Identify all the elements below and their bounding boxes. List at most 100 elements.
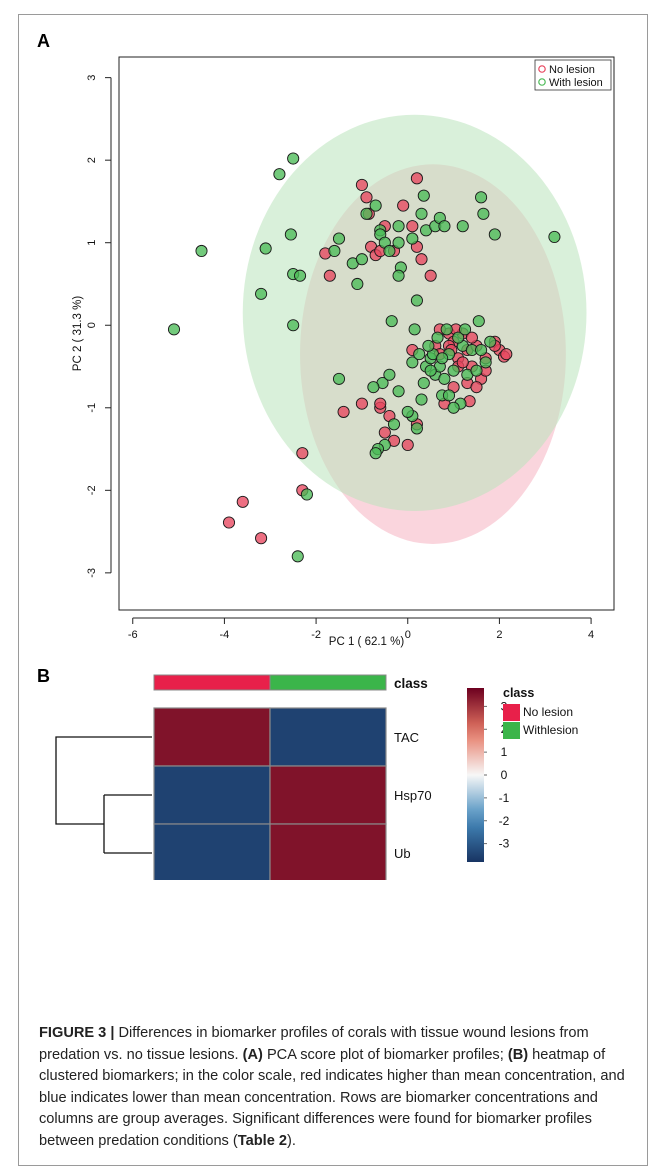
with-lesion-point: [408, 323, 421, 336]
no-lesion-point: [255, 532, 268, 545]
class-annotation-2: [269, 674, 387, 691]
caption-ref-b: (B): [507, 1046, 529, 1063]
with-lesion-point: [417, 376, 430, 390]
no-lesion-point: [410, 172, 423, 185]
figure-panel: A -6 -4 -2 0 2 4 -3 -2 -1 0 1 2 3 PC 1 ( 62.1 %) PC 2 …: [18, 14, 648, 1166]
with-lesion-point: [287, 319, 300, 332]
with-lesion-point: [293, 269, 307, 282]
with-lesion-point: [406, 232, 419, 245]
with-lesion-point: [367, 381, 380, 394]
heatmap-panel: B classTACHsp70UbNo lesionWithlesion3210…: [37, 666, 578, 880]
with-lesion-point: [351, 277, 364, 291]
row-label: Hsp70: [394, 788, 432, 803]
no-lesion-point: [236, 495, 249, 508]
with-lesion-point: [195, 244, 208, 258]
with-lesion-point: [410, 422, 423, 435]
with-lesion-point: [383, 244, 396, 258]
heatmap-cell: [153, 765, 271, 825]
y-tick-label: 2: [86, 157, 98, 163]
no-lesion-point: [323, 269, 336, 282]
x-tick-label: -2: [311, 629, 321, 641]
y-tick-label: 3: [86, 75, 98, 81]
no-lesion-point: [222, 516, 236, 529]
no-lesion-point: [378, 426, 391, 439]
caption-ref-table: Table 2: [237, 1132, 287, 1149]
no-lesion-point: [296, 447, 309, 460]
with-lesion-point: [415, 207, 428, 220]
with-lesion-point: [284, 228, 297, 241]
class-legend-swatch: [503, 704, 520, 721]
with-lesion-point: [332, 232, 346, 245]
y-axis-title: PC 2 ( 31.3 %): [72, 296, 84, 372]
with-lesion-point: [447, 401, 460, 414]
with-lesion-point: [415, 393, 428, 406]
row-label: Ub: [394, 846, 411, 861]
scale-tick-label: -2: [499, 814, 510, 828]
no-lesion-point: [424, 269, 437, 282]
with-lesion-point: [548, 230, 561, 243]
with-lesion-point: [456, 220, 469, 233]
panel-a-letter: A: [37, 31, 50, 51]
no-lesion-point: [355, 397, 368, 410]
with-lesion-point: [475, 191, 488, 204]
with-lesion-point: [385, 315, 398, 328]
heatmap-cell: [269, 707, 387, 767]
with-lesion-point: [369, 447, 382, 460]
legend-marker: [538, 78, 546, 86]
y-tick-label: -1: [86, 403, 98, 413]
with-lesion-point: [447, 364, 460, 377]
with-lesion-point: [424, 364, 437, 377]
no-lesion-point: [337, 405, 350, 418]
with-lesion-point: [438, 372, 451, 385]
with-lesion-point: [392, 385, 405, 398]
with-lesion-point: [300, 488, 313, 501]
with-lesion-point: [355, 253, 368, 266]
with-lesion-point: [479, 356, 492, 369]
scale-tick-label: -3: [499, 837, 510, 851]
no-lesion-point: [500, 348, 513, 361]
caption-ref-a: (A): [242, 1046, 263, 1063]
pca-score-plot: A -6 -4 -2 0 2 4 -3 -2 -1 0 1 2 3 PC 1 ( 62.1 %) PC 2 …: [37, 31, 615, 648]
with-lesion-point: [360, 207, 373, 220]
class-annotation-label: class: [394, 676, 428, 691]
legend-label: With lesion: [549, 77, 603, 89]
caption-text-4: ).: [287, 1132, 296, 1149]
with-lesion-point: [273, 168, 286, 181]
no-lesion-point: [401, 438, 414, 451]
class-annotation-1: [153, 674, 271, 691]
with-lesion-point: [406, 356, 419, 369]
class-legend-label: Withlesion: [523, 723, 578, 737]
with-lesion-point: [440, 323, 453, 336]
confidence-ellipse-2: [242, 114, 587, 511]
caption-text-3: heatmap of clustered biomarkers; in the …: [39, 1046, 625, 1149]
heatmap-cell: [269, 765, 387, 825]
legend-marker: [538, 65, 546, 73]
x-tick-label: 2: [496, 629, 502, 641]
heatmap-cell: [153, 707, 271, 767]
with-lesion-point: [167, 323, 181, 336]
with-lesion-point: [475, 343, 488, 357]
with-lesion-point: [431, 331, 444, 344]
with-lesion-point: [392, 220, 405, 233]
y-tick-label: -3: [86, 568, 98, 578]
scale-tick-label: 0: [501, 768, 508, 782]
no-lesion-point: [360, 191, 373, 204]
x-tick-label: -6: [128, 629, 138, 641]
no-lesion-point: [406, 220, 419, 233]
with-lesion-point: [392, 236, 405, 249]
with-lesion-point: [287, 152, 300, 165]
no-lesion-point: [456, 356, 469, 369]
heatmap-cell: [269, 823, 387, 880]
with-lesion-point: [438, 220, 451, 233]
color-scale-bar: [467, 688, 484, 862]
no-lesion-point: [397, 199, 410, 212]
class-legend-title: class: [503, 686, 534, 700]
figure-caption: FIGURE 3 | Differences in biomarker prof…: [39, 1023, 644, 1153]
panel-b-letter: B: [37, 666, 50, 686]
x-axis-title: PC 1 ( 62.1 %): [329, 636, 405, 648]
y-tick-label: -2: [86, 485, 98, 495]
with-lesion-point: [392, 269, 405, 282]
with-lesion-point: [417, 189, 430, 202]
with-lesion-point: [413, 348, 426, 361]
dendrogram-branch: [103, 794, 152, 854]
